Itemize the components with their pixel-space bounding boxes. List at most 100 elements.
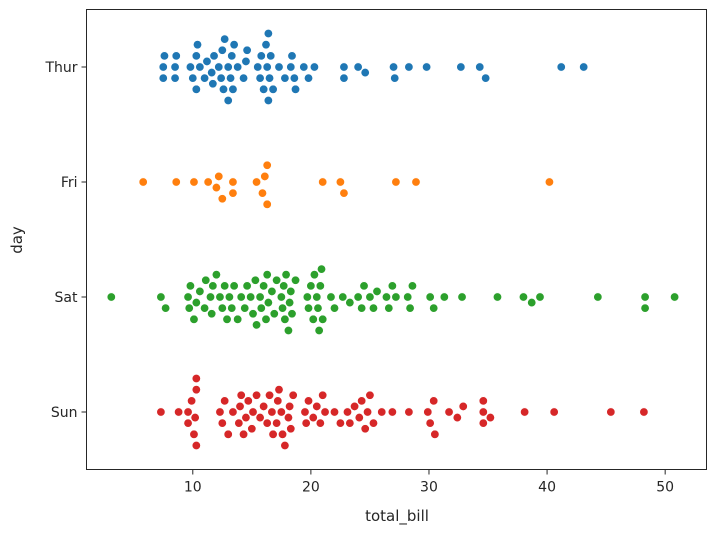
- data-point-sat: [280, 314, 290, 324]
- data-point-sun: [458, 401, 468, 411]
- data-point-sat: [384, 303, 394, 313]
- data-point-sun: [318, 390, 328, 400]
- data-point-sun: [272, 418, 282, 428]
- data-point-sun: [478, 396, 488, 406]
- data-point-sun: [243, 396, 253, 406]
- data-point-sat: [425, 292, 435, 302]
- data-point-sat: [365, 292, 375, 302]
- data-point-thur: [193, 40, 203, 50]
- data-point-thur: [188, 73, 198, 83]
- data-point-thur: [389, 62, 399, 72]
- data-point-thur: [256, 51, 266, 61]
- data-point-sun: [262, 418, 272, 428]
- data-point-fri: [214, 171, 224, 181]
- x-tick-label: 10: [184, 480, 202, 496]
- data-point-thur: [216, 73, 226, 83]
- data-point-fri: [203, 177, 213, 187]
- data-point-sun: [315, 418, 325, 428]
- data-point-sat: [224, 292, 234, 302]
- data-point-thur: [242, 45, 252, 55]
- data-point-sat: [185, 281, 195, 291]
- data-point-sat: [279, 281, 289, 291]
- data-point-sun: [189, 429, 199, 439]
- data-point-sat: [291, 275, 301, 285]
- data-point-sun: [300, 407, 310, 417]
- data-point-sat: [309, 270, 319, 280]
- data-point-sun: [350, 401, 360, 411]
- data-point-sat: [326, 292, 336, 302]
- data-point-thur: [475, 62, 485, 72]
- data-point-sat: [405, 303, 415, 313]
- data-point-sat: [278, 303, 288, 313]
- data-point-thur: [255, 73, 265, 83]
- data-point-thur: [360, 68, 370, 78]
- data-point-sun: [220, 396, 230, 406]
- data-point-thur: [209, 51, 219, 61]
- data-point-fri: [260, 171, 270, 181]
- data-point-sat: [208, 281, 218, 291]
- data-point-sun: [485, 413, 495, 423]
- data-point-sat: [535, 292, 545, 302]
- x-tick-label: 50: [656, 480, 674, 496]
- data-point-sat: [492, 292, 502, 302]
- data-point-sat: [262, 270, 272, 280]
- data-point-fri: [217, 194, 227, 204]
- data-point-thur: [262, 62, 272, 72]
- data-point-sat: [407, 281, 417, 291]
- data-point-thur: [195, 62, 205, 72]
- data-point-sat: [391, 292, 401, 302]
- data-point-sat: [248, 309, 258, 319]
- data-point-sun: [156, 407, 166, 417]
- data-point-thur: [299, 62, 309, 72]
- data-point-sat: [156, 292, 166, 302]
- x-tick-label: 20: [302, 480, 320, 496]
- data-point-sat: [640, 292, 650, 302]
- data-point-thur: [214, 62, 224, 72]
- data-point-sun: [606, 407, 616, 417]
- data-point-thur: [556, 62, 566, 72]
- data-point-sat: [286, 286, 296, 296]
- data-point-sat: [359, 281, 369, 291]
- data-point-fri: [257, 188, 267, 198]
- data-point-sat: [317, 264, 327, 274]
- data-point-sat: [220, 281, 230, 291]
- data-point-sat: [315, 281, 325, 291]
- plot-frame: [86, 9, 707, 470]
- data-point-sat: [640, 303, 650, 313]
- data-point-thur: [304, 73, 314, 83]
- data-point-sat: [200, 303, 210, 313]
- data-point-sat: [183, 292, 193, 302]
- data-point-sat: [259, 281, 269, 291]
- data-point-sat: [250, 275, 260, 285]
- data-point-sun: [191, 374, 201, 384]
- data-point-fri: [228, 188, 238, 198]
- data-point-fri: [138, 177, 148, 187]
- data-point-fri: [262, 160, 272, 170]
- data-point-sun: [268, 429, 278, 439]
- data-point-thur: [265, 73, 275, 83]
- data-point-thur: [287, 51, 297, 61]
- data-point-sat: [314, 325, 324, 335]
- data-point-sun: [183, 418, 193, 428]
- data-point-thur: [202, 56, 212, 66]
- data-point-sat: [184, 303, 194, 313]
- data-point-sun: [478, 407, 488, 417]
- data-point-thur: [339, 73, 349, 83]
- data-point-fri: [335, 177, 345, 187]
- data-point-sun: [274, 385, 284, 395]
- data-point-thur: [422, 62, 432, 72]
- data-point-fri: [171, 177, 181, 187]
- data-point-sat: [240, 303, 250, 313]
- data-point-sat: [227, 303, 237, 313]
- data-point-thur: [220, 34, 230, 44]
- data-point-sun: [252, 390, 262, 400]
- y-tick-label: Sun: [51, 405, 78, 421]
- data-point-sun: [223, 429, 233, 439]
- data-point-sun: [191, 385, 201, 395]
- data-point-sat: [329, 303, 339, 313]
- data-point-sat: [191, 298, 201, 308]
- data-point-sat: [302, 292, 312, 302]
- data-point-sat: [222, 314, 232, 324]
- data-point-thur: [158, 62, 168, 72]
